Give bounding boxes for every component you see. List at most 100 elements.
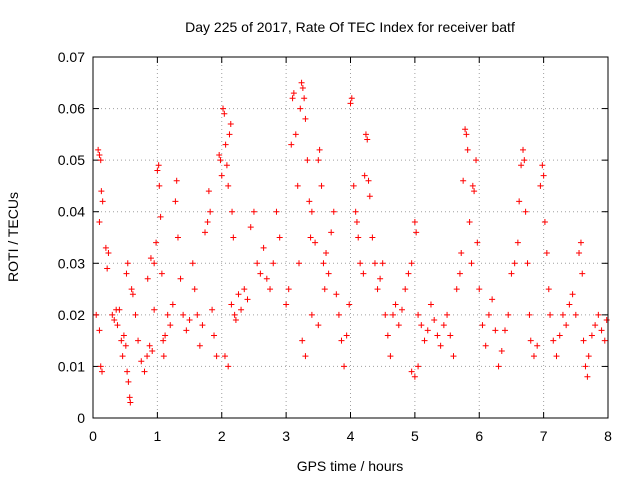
plot-frame <box>92 56 609 419</box>
axis-ticks: 0 1 2 3 4 5 6 7 8 0 0.01 0.02 0.03 0.04 0.05 0.06 0.07 <box>58 49 612 444</box>
data-point <box>301 95 308 102</box>
data-point <box>374 286 381 293</box>
data-point <box>97 157 104 164</box>
data-point <box>495 363 502 370</box>
data-point <box>225 363 232 370</box>
data-point <box>96 151 103 158</box>
data-point <box>306 198 313 205</box>
data-point <box>392 301 399 308</box>
data-point <box>216 151 223 158</box>
data-point <box>462 126 469 133</box>
data-point <box>541 219 548 226</box>
data-point <box>408 368 415 375</box>
x-tick-label: 3 <box>282 428 290 444</box>
data-point <box>408 260 415 267</box>
data-point <box>95 146 102 153</box>
data-point <box>369 234 376 241</box>
data-point <box>160 337 167 344</box>
data-point <box>104 265 111 272</box>
grid <box>93 57 608 418</box>
data-point <box>294 182 301 189</box>
data-point <box>320 260 327 267</box>
data-point <box>196 342 203 349</box>
data-point <box>273 208 280 215</box>
data-point <box>189 260 196 267</box>
y-tick-label: 0.04 <box>58 204 85 220</box>
data-point <box>415 363 422 370</box>
data-point <box>138 358 145 365</box>
data-point <box>556 332 563 339</box>
data-point <box>164 311 171 318</box>
data-point <box>297 105 304 112</box>
data-point <box>97 363 104 370</box>
data-point <box>526 311 533 318</box>
data-point <box>421 337 428 344</box>
data-point <box>174 234 181 241</box>
data-point <box>352 208 359 215</box>
data-point <box>588 332 595 339</box>
data-point <box>415 311 422 318</box>
y-tick-label: 0.05 <box>58 152 85 168</box>
data-point <box>371 260 378 267</box>
data-point <box>434 332 441 339</box>
data-point <box>123 270 130 277</box>
data-point <box>362 131 369 138</box>
data-point <box>355 234 362 241</box>
y-tick-label: 0 <box>77 410 85 426</box>
data-point <box>141 368 148 375</box>
data-points <box>93 79 610 406</box>
data-point <box>315 157 322 164</box>
data-point <box>270 260 277 267</box>
data-point <box>227 121 234 128</box>
data-point <box>530 353 537 360</box>
data-point <box>263 275 270 282</box>
data-point <box>346 301 353 308</box>
data-point <box>292 131 299 138</box>
data-point <box>464 146 471 153</box>
data-point <box>223 162 230 169</box>
data-point <box>211 332 218 339</box>
data-point <box>267 286 274 293</box>
data-point <box>447 332 454 339</box>
data-point <box>440 322 447 329</box>
data-point <box>228 301 235 308</box>
data-point <box>289 95 296 102</box>
data-point <box>353 219 360 226</box>
data-point <box>482 342 489 349</box>
data-point <box>98 188 105 195</box>
data-point <box>547 311 554 318</box>
data-point <box>308 311 315 318</box>
data-point <box>323 249 330 256</box>
data-point <box>543 249 550 256</box>
data-point <box>540 172 547 179</box>
data-point <box>298 79 305 86</box>
data-point <box>99 368 106 375</box>
data-point <box>160 353 167 360</box>
data-point <box>124 260 131 267</box>
data-point <box>109 311 116 318</box>
data-point <box>534 342 541 349</box>
data-point <box>579 270 586 277</box>
x-tick-label: 1 <box>153 428 161 444</box>
data-point <box>338 337 345 344</box>
data-point <box>238 306 245 313</box>
data-point <box>288 141 295 148</box>
data-point <box>527 337 534 344</box>
data-point <box>221 353 228 360</box>
data-point <box>498 347 505 354</box>
data-point <box>521 157 528 164</box>
data-point <box>357 260 364 267</box>
data-point <box>154 167 161 174</box>
data-point <box>325 270 332 277</box>
data-point <box>132 311 139 318</box>
data-point <box>205 188 212 195</box>
data-point <box>343 332 350 339</box>
data-point <box>276 234 283 241</box>
data-point <box>118 337 125 344</box>
data-point <box>360 270 367 277</box>
data-point <box>603 317 610 324</box>
data-point <box>149 347 156 354</box>
data-point <box>156 182 163 189</box>
x-tick-label: 4 <box>347 428 355 444</box>
